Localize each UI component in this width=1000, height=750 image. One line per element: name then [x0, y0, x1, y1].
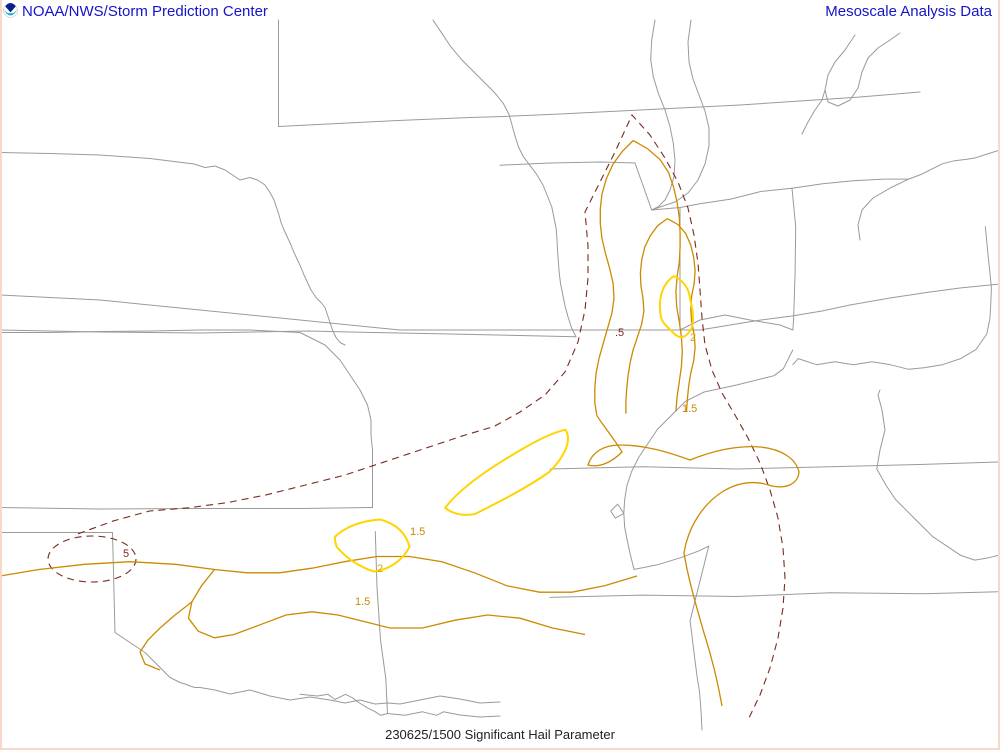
svg-text:1.5: 1.5	[682, 403, 697, 415]
svg-text:.5: .5	[615, 327, 624, 339]
svg-text:2: 2	[690, 332, 696, 344]
svg-text:1.5: 1.5	[410, 526, 425, 538]
svg-text:5: 5	[123, 548, 129, 560]
svg-text:1.5: 1.5	[355, 596, 370, 608]
svg-text:2: 2	[377, 563, 383, 575]
